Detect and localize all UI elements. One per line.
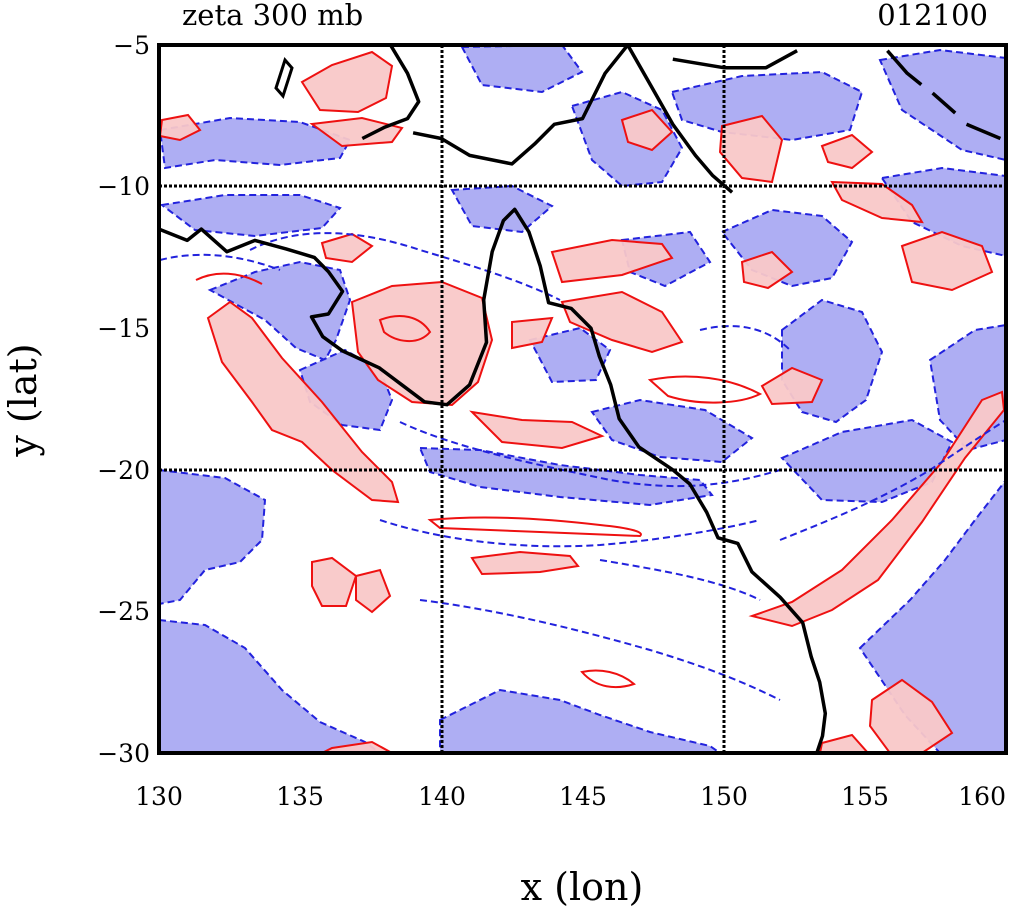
coastline-segment: [886, 49, 923, 86]
negative-region: [670, 70, 864, 142]
positive-region: [868, 678, 954, 753]
positive-region: [300, 50, 394, 114]
positive-region: [620, 108, 674, 152]
plot-frame: [157, 43, 1008, 755]
coastline-segment: [931, 91, 957, 115]
positive-region: [820, 133, 874, 170]
positive-region: [900, 230, 994, 292]
coastline-segment: [672, 49, 798, 70]
positive-region: [550, 238, 674, 284]
x-tick-label: 160: [958, 782, 1006, 811]
positive-contour: [647, 375, 763, 404]
positive-region: [560, 290, 684, 354]
x-tick-label: 135: [276, 782, 324, 811]
positive-region: [470, 550, 580, 576]
contour-lines: [159, 232, 1006, 701]
x-tick-label: 130: [135, 782, 183, 811]
negative-region: [207, 260, 352, 362]
y-tick-label: −10: [97, 172, 150, 201]
positive-region: [718, 114, 784, 184]
positive-region: [740, 250, 794, 290]
x-tick-label: 140: [418, 782, 466, 811]
coastline-segment: [159, 207, 828, 753]
y-tick-label: −15: [97, 314, 150, 343]
positive-vorticity-regions: [159, 50, 1006, 753]
coastline-segment: [626, 45, 734, 194]
x-tick-label: 145: [559, 782, 607, 811]
positive-region: [469, 410, 605, 450]
negative-contour: [779, 419, 1006, 541]
positive-region: [311, 556, 358, 607]
negative-contour: [249, 232, 561, 301]
negative-region: [880, 166, 1006, 258]
positive-region: [320, 232, 374, 264]
positive-contour: [580, 669, 636, 689]
positive-region: [748, 390, 1006, 628]
positive-region: [760, 366, 824, 406]
coastline-segment: [412, 45, 630, 166]
positive-region: [355, 568, 392, 614]
coastline-segment: [361, 45, 421, 141]
coastline: [159, 45, 1002, 753]
negative-contour: [159, 253, 281, 271]
positive-region: [206, 300, 400, 504]
negative-contour: [379, 519, 761, 548]
positive-region: [309, 116, 404, 148]
positive-region: [511, 316, 554, 350]
y-tick-label: −20: [97, 456, 150, 485]
negative-region: [418, 446, 714, 507]
island-outline: [274, 57, 294, 99]
y-tick-labels: −5 −10 −15 −20 −25 −30: [97, 31, 150, 768]
x-tick-label: 155: [841, 782, 889, 811]
negative-contour: [599, 559, 761, 601]
x-axis-label: x (lon): [521, 865, 644, 909]
positive-region: [830, 180, 924, 224]
map-title: zeta 300 mb: [182, 0, 363, 32]
plot-area: [159, 45, 1006, 753]
x-tick-label: 150: [700, 782, 748, 811]
coastline-segment: [965, 122, 1002, 141]
negative-region: [439, 688, 722, 753]
negative-contour: [419, 599, 781, 701]
positive-region: [818, 733, 870, 753]
negative-region: [159, 618, 382, 753]
negative-region: [159, 116, 352, 170]
negative-region: [590, 398, 754, 464]
positive-contour: [378, 315, 432, 342]
y-tick-label: −5: [113, 31, 150, 60]
positive-contour: [427, 516, 642, 538]
negative-region: [159, 468, 267, 606]
negative-contour: [699, 325, 791, 351]
positive-contour: [195, 272, 263, 285]
y-tick-label: −25: [97, 597, 150, 626]
time-label: 012100: [877, 0, 988, 32]
y-tick-label: −30: [97, 739, 150, 768]
y-axis-label: y (lat): [1, 343, 45, 457]
x-tick-labels: 130 135 140 145 150 155 160: [135, 782, 1006, 811]
grid-lines: [159, 45, 1006, 753]
